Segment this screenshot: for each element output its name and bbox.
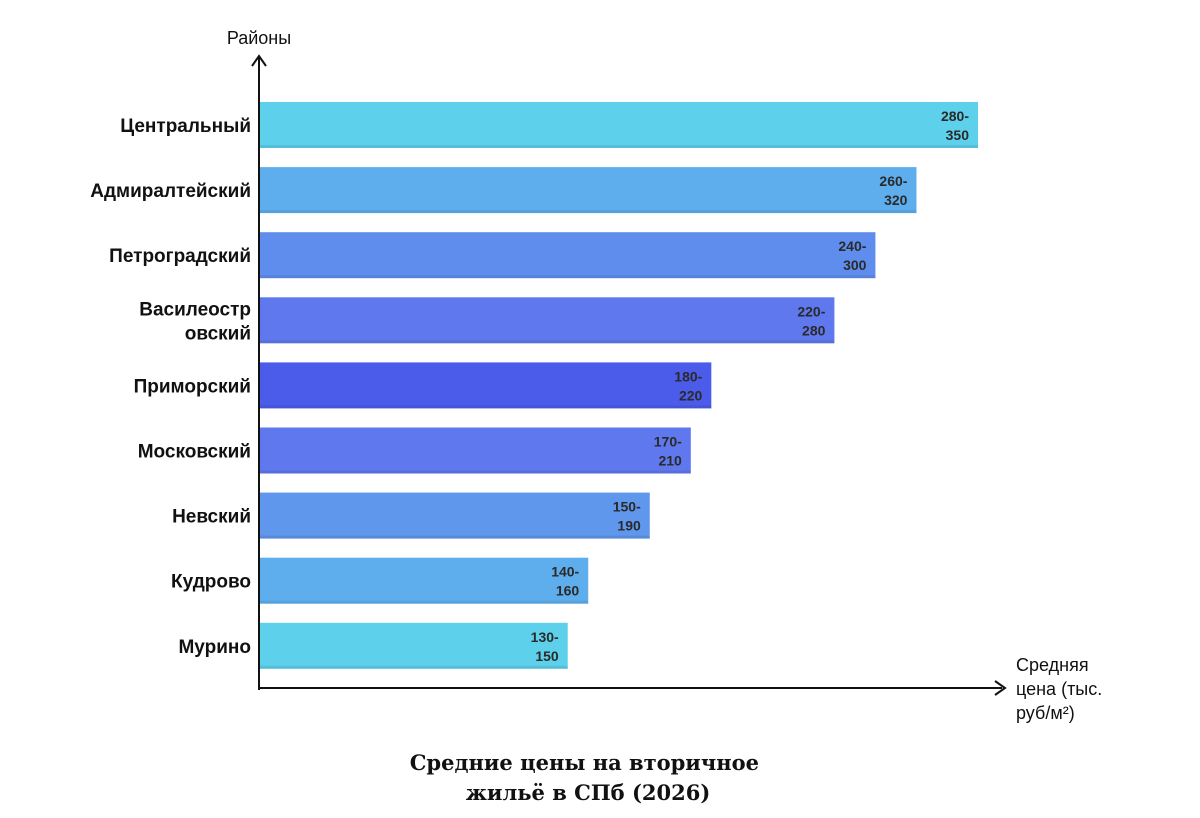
category-label-line: Петроградский [109, 246, 251, 267]
bar-shadow [260, 145, 978, 148]
bar [260, 492, 650, 539]
bar-shadow [260, 600, 589, 604]
category-label-line: Центральный [120, 116, 251, 137]
y-axis [251, 54, 267, 690]
x-axis-label-line: цена (тыс. [1016, 679, 1102, 699]
category-label-line: Кудрово [171, 572, 251, 593]
bar [260, 427, 691, 474]
chart-title-line: жильё в СПб (2026) [466, 780, 711, 805]
bar-value-label: 240- 300 [838, 238, 866, 273]
bar-value-label: 140- 160 [551, 564, 579, 599]
bar-shadow [260, 535, 650, 539]
bar [260, 622, 568, 669]
category-label-line: Василеостр [139, 299, 251, 320]
bar-value-label-line: 280 [802, 322, 826, 338]
x-axis-label-line: Средняя [1016, 655, 1089, 675]
bar-value-label: 220- 280 [797, 303, 825, 338]
bar-value-label-line: 320 [884, 192, 908, 208]
y-axis-label: Районы [227, 28, 291, 48]
bar-shadow [260, 665, 568, 669]
bar-value-label-line: 220 [679, 387, 703, 403]
bar-value-label: 130- 150 [531, 629, 559, 664]
category-label: Мурино [178, 637, 251, 658]
bar-shadow [260, 340, 835, 344]
bar-value-label: 280- 350 [941, 108, 969, 143]
category-label: Московский [138, 442, 251, 463]
bar-value-label-line: 150- [613, 499, 641, 515]
bar-value-label-line: 160 [556, 583, 580, 599]
bar-shadow [260, 210, 917, 214]
bars-group: 280- 350 Центральный 260- 320 Адмиралтейский 2… [90, 102, 978, 669]
bar-value-label-line: 300 [843, 257, 867, 273]
bar-value-label: 150- 190 [613, 499, 641, 534]
x-axis-label: Средняя цена (тыс. руб/м²) [1016, 655, 1107, 723]
bar-value-label-line: 210 [658, 453, 682, 469]
x-axis-label-line: руб/м²) [1016, 703, 1075, 723]
bar-value-label-line: 130- [531, 629, 559, 645]
bar-value-label-line: 150 [535, 648, 559, 664]
bar-shadow [260, 470, 691, 474]
bar-shadow [260, 275, 876, 279]
x-axis [258, 680, 1007, 696]
chart-title: Средние цены на вторичное жильё в СПб (2… [410, 750, 767, 805]
bar-value-label-line: 240- [838, 238, 866, 254]
bar-value-label-line: 140- [551, 564, 579, 580]
category-label: Кудрово [171, 572, 251, 593]
category-label: Василеостр овский [139, 299, 251, 344]
bar [260, 167, 917, 214]
bar-value-label: 260- 320 [879, 173, 907, 208]
bar-value-label: 170- 210 [654, 434, 682, 469]
category-label: Невский [172, 507, 251, 528]
category-label-line: Адмиралтейский [90, 181, 251, 202]
chart-title-line: Средние цены на вторичное [410, 750, 759, 775]
bar [260, 102, 978, 148]
bar-value-label-line: 280- [941, 108, 969, 124]
category-label: Приморский [134, 376, 251, 397]
bar [260, 557, 589, 604]
y-axis-arrow-icon [251, 54, 267, 67]
bar-value-label-line: 190 [617, 518, 641, 534]
bar-shadow [260, 405, 712, 409]
category-label: Петроградский [109, 246, 251, 267]
category-label: Центральный [120, 116, 251, 137]
bar-value-label-line: 260- [879, 173, 907, 189]
bar [260, 297, 835, 344]
bar-value-label-line: 220- [797, 303, 825, 319]
category-label-line: Невский [172, 507, 251, 528]
bar [260, 362, 712, 409]
bar [260, 232, 876, 279]
category-label-line: Московский [138, 442, 251, 463]
category-label: Адмиралтейский [90, 181, 251, 202]
bar-value-label-line: 350 [946, 127, 970, 143]
bar-value-label: 180- 220 [674, 368, 702, 403]
x-axis-arrow-icon [994, 680, 1007, 696]
bar-value-label-line: 180- [674, 368, 702, 384]
category-label-line: Приморский [134, 376, 251, 397]
category-label-line: овский [185, 323, 251, 344]
category-label-line: Мурино [178, 637, 251, 658]
bar-value-label-line: 170- [654, 434, 682, 450]
